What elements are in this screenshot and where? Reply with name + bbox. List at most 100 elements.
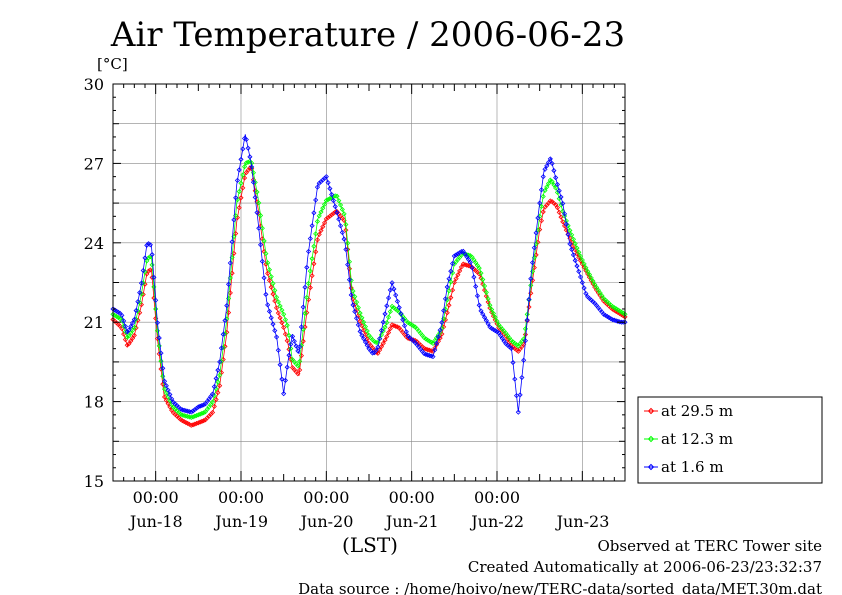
data-point (529, 260, 536, 266)
data-point (375, 344, 381, 350)
data-point (318, 227, 324, 234)
data-point (533, 230, 539, 236)
data-point (154, 336, 161, 342)
data-point (215, 379, 221, 385)
data-point (378, 344, 385, 350)
data-point (279, 376, 285, 382)
data-point (156, 343, 162, 349)
chart-title: Air Temperature / 2006-06-23 (110, 15, 625, 55)
data-point (126, 327, 132, 333)
data-point (254, 189, 260, 195)
data-point (147, 267, 153, 273)
data-point (279, 320, 285, 326)
data-point (558, 202, 564, 208)
data-point (160, 365, 166, 371)
data-point (549, 179, 555, 185)
data-point (154, 320, 161, 326)
data-point (446, 288, 452, 294)
data-point (378, 332, 385, 338)
data-point (526, 296, 532, 302)
day-labels: Jun-18 Jun-19 Jun-20 Jun-21 Jun-22 Jun-23 (128, 512, 609, 531)
data-point (401, 323, 408, 329)
data-point (209, 391, 216, 397)
data-point (492, 314, 498, 320)
data-point (199, 402, 205, 409)
data-point (263, 261, 269, 267)
data-point (321, 201, 328, 207)
data-point (245, 145, 251, 151)
data-point (458, 249, 465, 255)
data-point (160, 381, 166, 387)
data-point (316, 180, 322, 186)
data-point (124, 342, 130, 348)
data-point (329, 212, 335, 218)
data-point (297, 367, 303, 373)
y-tick-label: 21 (84, 313, 104, 332)
data-point (352, 294, 358, 300)
data-point (556, 188, 562, 194)
data-point (211, 403, 217, 409)
legend-box (637, 396, 823, 484)
data-point (522, 338, 529, 344)
data-point (161, 386, 168, 392)
data-point (448, 295, 454, 301)
data-point (385, 314, 392, 320)
data-point (357, 328, 363, 335)
data-point (145, 255, 152, 261)
data-point (567, 227, 573, 234)
data-point (400, 317, 406, 323)
data-point (265, 270, 271, 276)
data-point (211, 384, 217, 390)
data-point (259, 258, 265, 264)
footer-data-source: Data source : /home/hoivo/new/TERC-data/… (298, 580, 822, 595)
data-point (263, 251, 269, 257)
data-point (346, 259, 353, 265)
data-point (272, 298, 278, 304)
data-point (545, 159, 552, 165)
data-point (588, 275, 594, 281)
data-point (485, 321, 491, 327)
data-point (160, 373, 166, 379)
data-point (476, 265, 482, 271)
data-point (199, 410, 205, 417)
data-point (257, 212, 264, 219)
data-point (521, 357, 527, 363)
data-point (297, 344, 303, 350)
data-point (234, 177, 241, 183)
data-point (528, 276, 534, 282)
data-point (574, 263, 580, 269)
data-point (149, 252, 155, 258)
data-point (377, 347, 383, 353)
data-point (545, 180, 552, 187)
footer-observed-site: Observed at TERC Tower site (597, 537, 822, 555)
x-tick-label: 00:00 (303, 488, 349, 507)
data-point (361, 336, 367, 342)
data-point (131, 316, 137, 323)
data-point (544, 163, 550, 169)
data-point (476, 271, 482, 277)
data-point (236, 188, 242, 195)
day-label: Jun-20 (299, 512, 354, 531)
data-point (119, 312, 125, 318)
data-point (396, 304, 402, 311)
data-point (451, 253, 457, 259)
data-point (572, 241, 578, 247)
data-point (337, 223, 344, 229)
data-point (489, 306, 495, 313)
series-line (112, 134, 625, 413)
data-point (339, 206, 345, 213)
data-point (320, 177, 326, 183)
data-point (281, 391, 287, 397)
data-point (190, 408, 196, 414)
data-point (316, 213, 322, 219)
data-point (364, 342, 370, 348)
data-point (190, 422, 196, 428)
data-point (247, 154, 253, 160)
data-point (311, 261, 317, 267)
data-point (329, 195, 335, 201)
data-point (357, 310, 363, 316)
data-point (304, 294, 310, 301)
data-point (169, 396, 175, 402)
data-point (540, 174, 546, 180)
data-point (515, 409, 521, 415)
